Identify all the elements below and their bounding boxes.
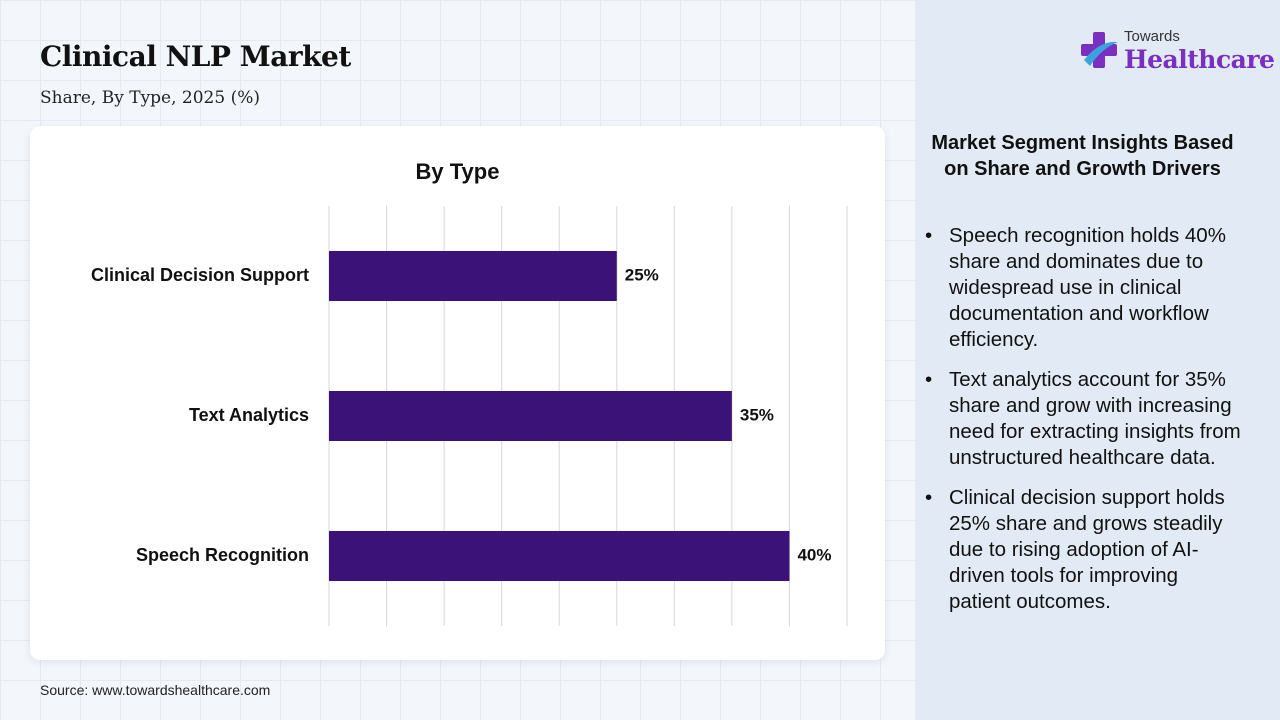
bullet-icon: • (925, 486, 933, 509)
bar (329, 251, 617, 301)
brand-logo: Towards Healthcare (1080, 28, 1275, 78)
insights-panel-background (915, 0, 1280, 720)
insight-text: Text analytics account for 35% share and… (949, 368, 1241, 469)
category-label: Text Analytics (189, 405, 309, 425)
page-subtitle: Share, By Type, 2025 (%) (40, 88, 261, 108)
data-label: 35% (740, 405, 774, 424)
chart-title: By Type (415, 159, 500, 184)
insight-item: • Text analytics account for 35% share a… (925, 367, 1243, 471)
category-label: Clinical Decision Support (91, 265, 309, 285)
source-note: Source: www.towardshealthcare.com (40, 682, 271, 698)
data-label: 25% (625, 265, 659, 284)
bullet-icon: • (925, 368, 933, 391)
insight-item: • Clinical decision support holds 25% sh… (925, 485, 1243, 615)
bar-chart: Clinical Decision Support 25% Text Analyti… (91, 206, 848, 626)
bar (329, 391, 732, 441)
insight-item: • Speech recognition holds 40% share and… (925, 223, 1243, 353)
plus-cross-logo-icon (1081, 32, 1118, 68)
chart-card: By Type Clinical Decision Support 25% Text… (30, 126, 885, 660)
category-label: Speech Recognition (136, 545, 309, 565)
insight-text: Speech recognition holds 40% share and d… (949, 224, 1226, 351)
insight-text: Clinical decision support holds 25% shar… (949, 486, 1225, 613)
insights-title: Market Segment Insights Based on Share a… (931, 132, 1234, 180)
insights-list: • Speech recognition holds 40% share and… (925, 223, 1243, 629)
data-label: 40% (797, 545, 831, 564)
bullet-icon: • (925, 224, 933, 247)
logo-top-text: Towards (1124, 28, 1180, 45)
logo-main-text: Healthcare (1124, 45, 1275, 74)
bar (329, 531, 790, 581)
page-title: Clinical NLP Market (40, 40, 351, 73)
